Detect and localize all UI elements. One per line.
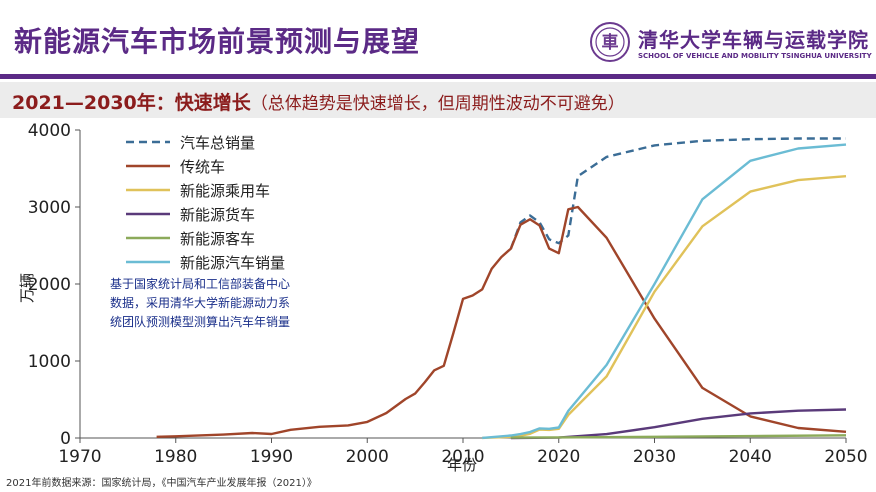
x-tick-label: 2030: [633, 447, 676, 467]
legend-label-nev_total: 新能源汽车销量: [180, 254, 285, 272]
legend-label-nev_truck: 新能源货车: [180, 206, 255, 224]
legend-label-total: 汽车总销量: [180, 134, 255, 152]
x-tick-label: 1970: [58, 447, 101, 467]
university-logo-icon: 車: [590, 22, 630, 62]
legend-label-nev_passenger: 新能源乘用车: [180, 182, 270, 200]
header-divider: [0, 74, 876, 79]
logo-character: 車: [602, 32, 619, 53]
y-tick-label: 3000: [28, 198, 71, 218]
x-tick-label: 2020: [537, 447, 580, 467]
header: 新能源汽车市场前景预测与展望 車 清华大学车辆与运载学院 SCHOOL OF V…: [0, 0, 876, 80]
y-axis-title: 万辆: [18, 273, 36, 303]
legend-label-traditional: 传统车: [180, 158, 225, 176]
x-tick-label: 2010: [441, 447, 484, 467]
series-line-nev_total: [482, 143, 847, 440]
org-name: 清华大学车辆与运载学院: [638, 28, 869, 52]
x-tick-label: 2000: [346, 447, 389, 467]
page-title: 新能源汽车市场前景预测与展望: [14, 25, 421, 58]
sales-forecast-chart: 0 1000 2000 3000 4000 1970 1980 1990 2000 2010 202…: [18, 121, 868, 474]
annotation-line: 统团队预测模型测算出汽车年销量: [110, 314, 290, 329]
series-line-nev_passenger: [482, 175, 847, 440]
y-tick-label: 4000: [28, 121, 71, 141]
x-tick-label: 1980: [154, 447, 197, 467]
series-line-nev_bus: [510, 434, 847, 439]
data-source-footnote: 2021年前数据来源：国家统计局，《中国汽车产业发展年报（2021）》: [6, 478, 317, 489]
y-tick-label: 1000: [28, 352, 71, 372]
series-line-traditional: [156, 205, 847, 438]
y-tick-label: 0: [60, 429, 71, 449]
subtitle-bar: [0, 82, 876, 118]
x-tick-label: 1990: [250, 447, 293, 467]
annotation-line: 数据，采用清华大学新能源动力系: [110, 295, 290, 310]
university-seal-icon: 車: [595, 27, 625, 57]
org-name-english: SCHOOL OF VEHICLE AND MOBILITY TSINGHUA …: [638, 52, 872, 60]
x-tick-label: 2040: [729, 447, 772, 467]
subtitle: 2021—2030年：快速增长（总体趋势是快速增长，但周期性波动不可避免）: [12, 88, 625, 115]
x-axis-title: 年份: [447, 456, 477, 474]
subtitle-lead: 2021—2030年：快速增长: [12, 92, 251, 114]
x-tick-label: 2050: [824, 447, 867, 467]
subtitle-description: （总体趋势是快速增长，但周期性波动不可避免）: [250, 94, 625, 114]
y-tick-label: 2000: [28, 275, 71, 295]
annotation-line: 基于国家统计局和工信部装备中心: [110, 276, 290, 291]
legend-label-nev_bus: 新能源客车: [180, 230, 255, 248]
series-line-total: [509, 137, 846, 250]
